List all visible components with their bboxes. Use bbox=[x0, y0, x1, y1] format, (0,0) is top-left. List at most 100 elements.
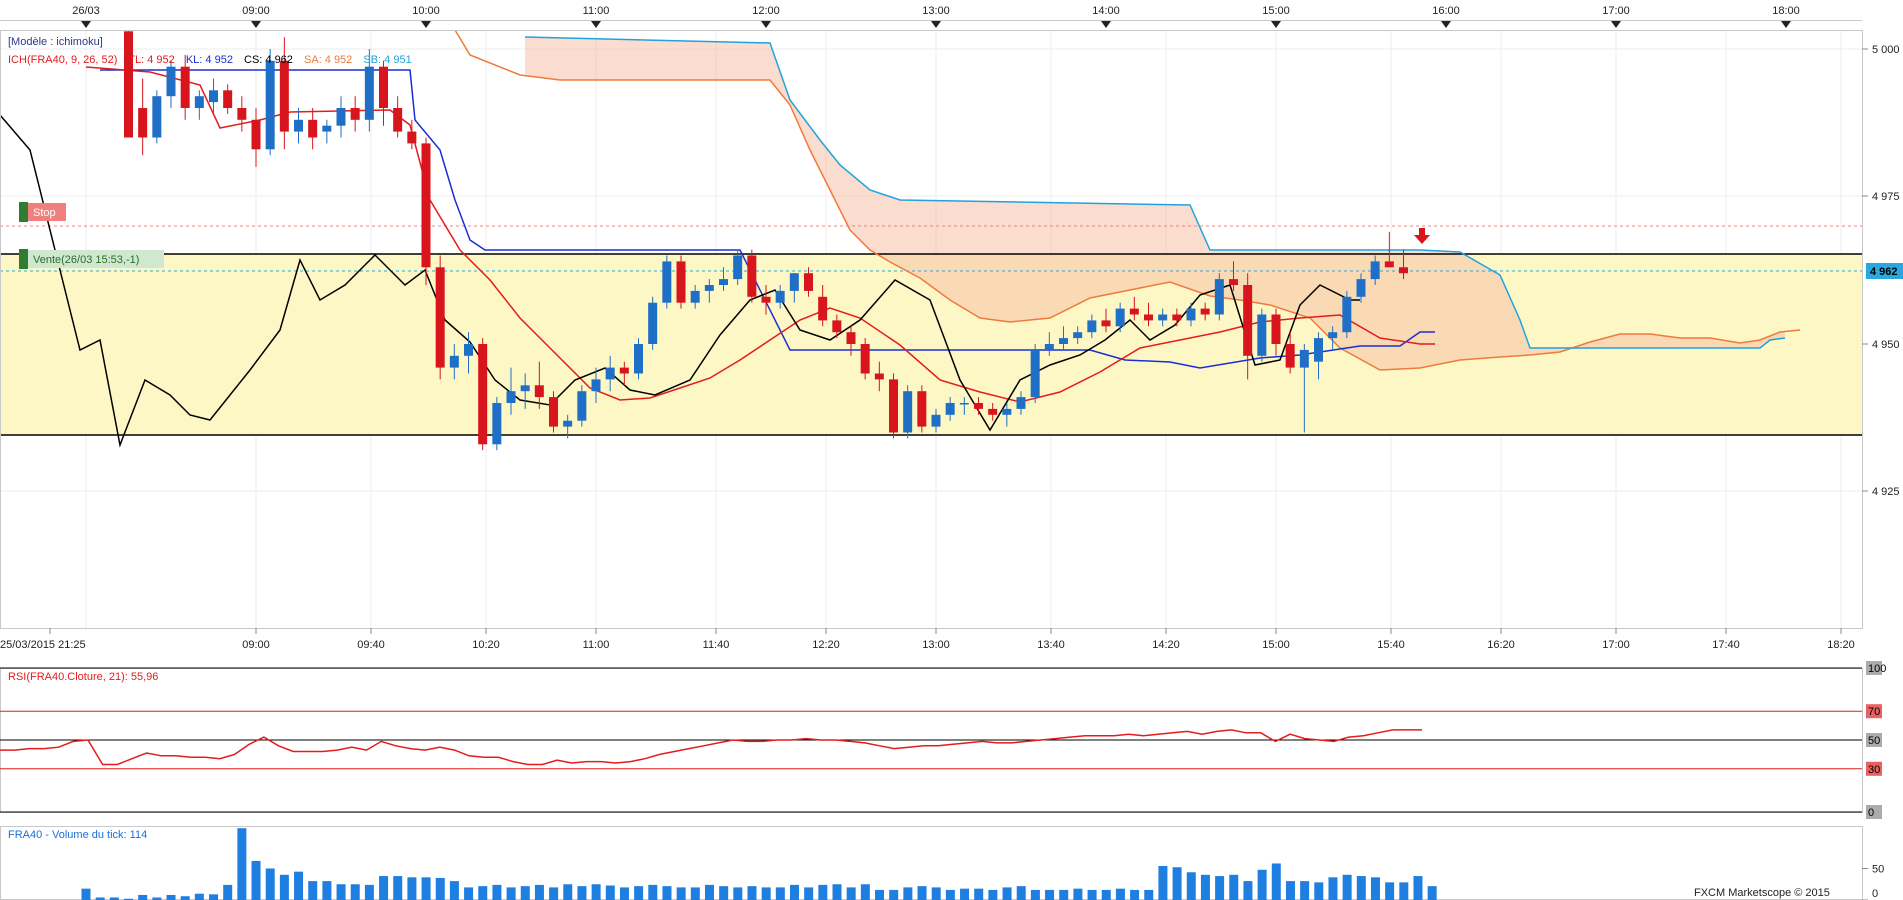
candles bbox=[124, 31, 1408, 451]
bottom-tick-label: 17:40 bbox=[1712, 639, 1740, 651]
candle-body bbox=[506, 391, 516, 403]
volume-bar bbox=[1101, 889, 1111, 900]
candle-body bbox=[1342, 296, 1352, 333]
stop-marker[interactable]: Stop bbox=[19, 202, 66, 222]
indicator-header: ICH(FRA40, 9, 26, 52) TL: 4 952 KL: 4 95… bbox=[8, 54, 412, 66]
top-tick-label: 26/03 bbox=[72, 5, 100, 17]
candle-body bbox=[166, 66, 176, 97]
candle-body bbox=[747, 255, 757, 297]
top-time-axis: 26/03 09:00 10:00 11:00 12:00 13:00 14:00 15:00… bbox=[0, 5, 1862, 28]
volume-bar bbox=[279, 874, 289, 900]
candle-body bbox=[138, 108, 148, 138]
volume-bar bbox=[945, 889, 955, 900]
candle-body bbox=[1370, 261, 1380, 280]
volume-bar bbox=[1144, 889, 1154, 900]
candle-body bbox=[974, 403, 983, 409]
candle-body bbox=[421, 143, 431, 268]
bottom-tick-label: 15:40 bbox=[1377, 639, 1405, 651]
candle-body bbox=[435, 267, 445, 368]
candle-body bbox=[1144, 314, 1153, 321]
price-tick-label: 4 925 bbox=[1872, 486, 1900, 498]
rsi-tick-label: 100 bbox=[1868, 663, 1886, 675]
volume-bar bbox=[1130, 889, 1140, 900]
candle-body bbox=[1399, 267, 1408, 274]
candle-body bbox=[1073, 332, 1083, 339]
rsi-tick-badge bbox=[1866, 661, 1882, 675]
volume-bar bbox=[1186, 872, 1196, 900]
volume-bar bbox=[492, 884, 502, 900]
candle-body bbox=[1285, 344, 1295, 368]
volume-tick-label: 50 bbox=[1872, 864, 1884, 876]
ich-tl: TL: 4 952 bbox=[128, 54, 174, 66]
volume-bar bbox=[1115, 888, 1125, 900]
volume-bar bbox=[520, 886, 530, 900]
volume-bar bbox=[180, 896, 190, 900]
volume-bar bbox=[1285, 881, 1295, 900]
rsi-tick-badge bbox=[1866, 733, 1882, 747]
candle-body bbox=[1016, 397, 1026, 409]
candle-body bbox=[860, 344, 870, 374]
candle-body bbox=[279, 60, 289, 132]
volume-bar bbox=[634, 886, 644, 900]
volume-bar bbox=[818, 884, 828, 900]
candle-body bbox=[1002, 408, 1012, 415]
volume-bar bbox=[166, 894, 176, 900]
volume-bar bbox=[95, 897, 105, 900]
candle-body bbox=[676, 261, 686, 303]
candle-body bbox=[874, 373, 884, 380]
sell-label: Vente(26/03 15:53,-1) bbox=[33, 254, 139, 266]
top-tick-label: 11:00 bbox=[583, 5, 610, 17]
candle-body bbox=[1172, 314, 1182, 321]
candle-body bbox=[1115, 308, 1125, 327]
volume-bar bbox=[917, 886, 927, 900]
ich-kl: KL: 4 952 bbox=[186, 54, 233, 66]
candle-body bbox=[1059, 338, 1068, 344]
ich-cs: CS: 4 962 bbox=[244, 54, 293, 66]
candle-body bbox=[350, 108, 360, 120]
top-tick-marker bbox=[591, 21, 601, 28]
candle-body bbox=[209, 90, 218, 103]
volume-bar bbox=[1271, 863, 1281, 900]
cloud-fill bbox=[525, 37, 1785, 370]
candle-body bbox=[648, 302, 658, 344]
top-tick-marker bbox=[251, 21, 261, 28]
volume-bar bbox=[591, 884, 601, 900]
volume-bar bbox=[393, 876, 403, 900]
volume-bar bbox=[109, 897, 119, 900]
current-price-badge: 4 962 bbox=[1866, 263, 1903, 279]
volume-bar bbox=[1016, 886, 1026, 900]
rsi-panel: 100 70 50 30 0 bbox=[0, 661, 1886, 819]
volume-bar bbox=[1342, 874, 1352, 900]
sell-marker[interactable]: Vente(26/03 15:53,-1) bbox=[19, 249, 164, 269]
candle-body bbox=[1186, 308, 1196, 321]
volume-bar bbox=[435, 877, 445, 900]
rsi-tick-badge bbox=[1866, 704, 1882, 719]
volume-bar bbox=[223, 884, 233, 900]
price-tick-label: 5 000 bbox=[1872, 44, 1900, 56]
volume-bar bbox=[449, 881, 459, 900]
bottom-tick-label: 15:00 bbox=[1262, 639, 1290, 651]
candle-body bbox=[449, 355, 459, 368]
volume-bar bbox=[421, 877, 431, 900]
candle-body bbox=[662, 261, 672, 303]
volume-bar bbox=[1158, 865, 1168, 900]
volume-bar bbox=[860, 884, 870, 900]
volume-bar bbox=[903, 887, 913, 900]
top-tick-label: 12:00 bbox=[752, 5, 780, 17]
volume-bar bbox=[960, 888, 970, 900]
volume-bar bbox=[1399, 882, 1409, 900]
candle-body bbox=[704, 285, 714, 291]
bottom-tick-label: 13:40 bbox=[1037, 639, 1065, 651]
candle-body bbox=[917, 391, 927, 427]
candle-body bbox=[775, 290, 785, 303]
bottom-tick-label: 25/03/2015 21:25 bbox=[0, 639, 86, 651]
bottom-time-axis: 25/03/2015 21:25 09:00 09:40 10:20 11:00 11:4… bbox=[0, 628, 1855, 651]
volume-bar bbox=[124, 898, 134, 900]
candle-body bbox=[549, 397, 558, 427]
volume-bar bbox=[1073, 888, 1083, 900]
volume-bar bbox=[1045, 889, 1055, 900]
price-tick-label: 4 975 bbox=[1872, 191, 1900, 203]
volume-bar bbox=[152, 897, 162, 900]
kijun-sen-line bbox=[100, 69, 1435, 369]
volume-bar bbox=[350, 884, 360, 900]
